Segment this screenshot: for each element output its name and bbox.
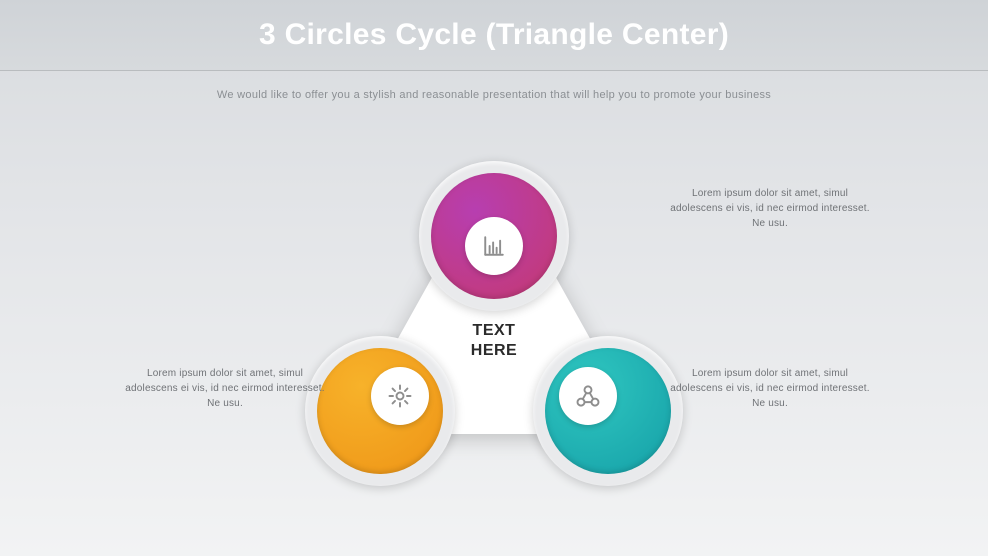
gear-icon — [371, 367, 429, 425]
caption-top: Lorem ipsum dolor sit amet, simul adoles… — [665, 186, 875, 231]
caption-right: Lorem ipsum dolor sit amet, simul adoles… — [665, 366, 875, 411]
caption-left: Lorem ipsum dolor sit amet, simul adoles… — [120, 366, 330, 411]
center-label: TEXT HERE — [471, 321, 517, 361]
title-bar: 3 Circles Cycle (Triangle Center) — [0, 0, 988, 70]
network-icon — [559, 367, 617, 425]
bar-chart-icon — [465, 217, 523, 275]
diagram-stage: TEXT HERE Lorem ipsum dolor sit amet, si… — [0, 131, 988, 556]
slide-subtitle: We would like to offer you a stylish and… — [0, 71, 988, 131]
slide-title: 3 Circles Cycle (Triangle Center) — [259, 18, 729, 52]
